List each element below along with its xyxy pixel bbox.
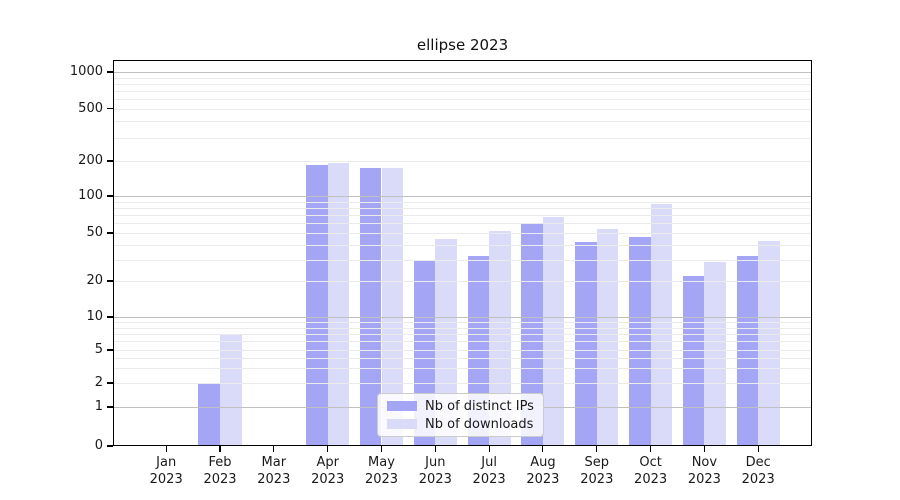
grid-line-minor (114, 334, 811, 335)
grid-line-minor (114, 350, 811, 351)
grid-line-minor (114, 161, 811, 162)
bar-downloads (758, 240, 780, 446)
legend-swatch-ips (387, 401, 417, 411)
x-axis-tick (488, 446, 490, 452)
x-axis-tick (434, 446, 436, 452)
x-axis-tick-label: Apr 2023 (311, 455, 345, 487)
bar-downloads (650, 204, 673, 446)
x-axis-tick-label: Jan 2023 (149, 455, 183, 487)
y-axis-tick-label: 200 (78, 153, 103, 168)
legend-swatch-downloads (387, 419, 417, 429)
y-axis-tick-label: 1 (94, 399, 103, 414)
grid-line-minor (114, 98, 811, 100)
x-axis-tick-label: Dec 2023 (741, 455, 775, 487)
grid-line-minor (114, 83, 811, 85)
grid-line-minor (114, 90, 811, 92)
x-axis-tick (273, 446, 275, 452)
bar-downloads (596, 228, 619, 446)
y-axis-tick-label: 0 (94, 438, 103, 453)
grid-line-minor (114, 233, 811, 234)
grid-line-minor (114, 341, 811, 343)
y-axis-tick (107, 445, 113, 447)
y-axis-tick (107, 232, 113, 234)
grid-line-major (114, 72, 811, 73)
x-axis-tick-label: May 2023 (364, 455, 399, 487)
y-axis-tick (107, 382, 113, 384)
x-axis-tick (542, 446, 544, 452)
x-axis-tick (327, 446, 329, 452)
y-axis-tick-label: 10 (86, 309, 103, 324)
grid-line-minor (114, 383, 811, 384)
x-axis-tick (703, 446, 705, 452)
y-axis-tick-label: 500 (78, 100, 103, 116)
bar-downloads (542, 216, 565, 446)
x-axis-tick-label: Sep 2023 (580, 455, 614, 487)
y-axis-tick (107, 349, 113, 351)
bar-distinct-ips (198, 383, 220, 446)
grid-line-minor (114, 137, 811, 139)
chart-title: ellipse 2023 (416, 36, 509, 54)
y-axis-tick-label: 1000 (69, 64, 103, 79)
y-axis-tick (107, 107, 113, 110)
x-axis-tick (650, 446, 652, 452)
grid-line-minor (114, 358, 811, 359)
legend-item: Nb of downloads (387, 416, 534, 432)
y-axis-tick (107, 280, 113, 282)
bar-distinct-ips (359, 168, 382, 446)
x-axis-tick-label: Oct 2023 (634, 455, 668, 487)
legend-item: Nb of distinct IPs (387, 398, 534, 414)
grid-line-major (114, 317, 811, 318)
legend: Nb of distinct IPs Nb of downloads (377, 393, 544, 437)
x-axis-tick-label: Feb 2023 (203, 455, 237, 487)
grid-line-minor (114, 223, 811, 225)
grid-line-minor (114, 368, 811, 370)
bar-downloads (220, 334, 242, 446)
y-axis-tick (107, 71, 113, 73)
grid-line-minor (114, 244, 811, 246)
y-axis-tick (107, 160, 113, 162)
y-axis-tick (107, 316, 113, 318)
bar-downloads (381, 168, 404, 446)
grid-line-minor (114, 259, 811, 261)
grid-line-minor (114, 215, 811, 216)
grid-line-minor (114, 207, 811, 209)
grid-line-minor (114, 121, 811, 123)
legend-item-label: Nb of downloads (425, 416, 534, 432)
y-axis-tick-label: 5 (94, 342, 103, 357)
grid-line-minor (114, 322, 811, 323)
bar-distinct-ips (682, 276, 705, 446)
legend-item-label: Nb of distinct IPs (425, 398, 534, 414)
bar-distinct-ips (736, 256, 759, 446)
y-axis-tick-label: 100 (78, 188, 103, 203)
x-axis-tick (596, 446, 598, 452)
x-axis-tick-label: Aug 2023 (526, 455, 560, 487)
x-axis-tick-label: Nov 2023 (687, 455, 721, 487)
x-axis-tick (757, 446, 759, 452)
y-axis-tick-label: 20 (86, 273, 103, 288)
y-axis-tick-label: 2 (94, 375, 103, 390)
bar-downloads (489, 230, 511, 446)
x-axis-tick (219, 446, 221, 452)
grid-line-minor (114, 281, 811, 282)
bar-distinct-ips (521, 224, 543, 446)
bar-downloads (327, 162, 350, 446)
x-axis-tick (380, 446, 383, 452)
x-axis-tick-label: Jun 2023 (418, 455, 452, 487)
bar-distinct-ips (306, 164, 328, 446)
y-axis-tick-label: 50 (86, 225, 103, 240)
x-axis-tick-label: Mar 2023 (257, 455, 291, 487)
x-axis-tick (165, 446, 167, 452)
grid-line-minor (114, 201, 811, 203)
grid-line-minor (114, 77, 811, 79)
bar-distinct-ips (575, 242, 597, 446)
y-axis-tick (107, 406, 113, 408)
grid-line-minor (114, 108, 811, 110)
x-axis-tick-label: Jul 2023 (472, 455, 506, 487)
y-axis-tick (107, 195, 113, 197)
grid-line-minor (114, 327, 811, 329)
bar-downloads (704, 261, 726, 446)
grid-line-major (114, 196, 811, 197)
